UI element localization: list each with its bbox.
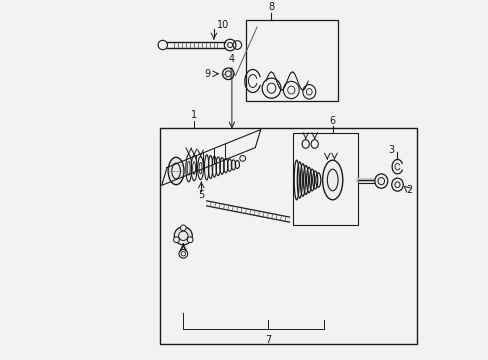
Text: 9: 9	[204, 69, 210, 79]
Text: 8: 8	[268, 2, 274, 12]
Text: 6: 6	[329, 116, 335, 126]
Ellipse shape	[374, 174, 387, 188]
Ellipse shape	[173, 237, 179, 243]
Bar	[246, 20, 337, 101]
Text: 4: 4	[228, 54, 234, 64]
Ellipse shape	[322, 160, 342, 200]
Ellipse shape	[187, 237, 193, 243]
Bar	[292, 133, 357, 225]
Text: 3: 3	[387, 145, 393, 156]
Text: 7: 7	[264, 335, 270, 345]
Text: 2: 2	[405, 185, 411, 195]
Text: 10: 10	[216, 20, 228, 30]
Bar	[160, 128, 416, 344]
Ellipse shape	[168, 157, 183, 185]
Text: 5: 5	[198, 190, 204, 201]
Text: 1: 1	[191, 110, 197, 120]
Ellipse shape	[174, 227, 192, 245]
Ellipse shape	[180, 225, 186, 231]
